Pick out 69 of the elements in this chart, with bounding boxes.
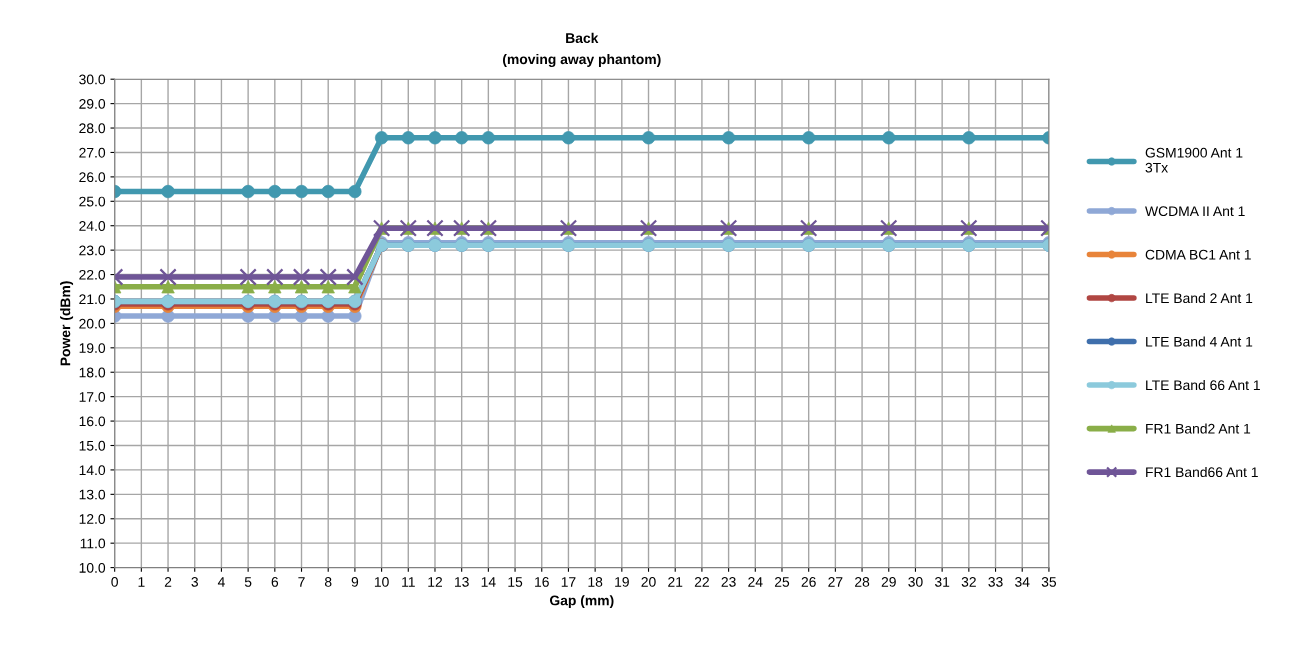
x-tick-label: 32: [961, 576, 976, 587]
x-tick-label: 0: [111, 576, 118, 587]
legend-label: FR1 Band66 Ant 1: [1146, 466, 1258, 478]
x-tick-label: 15: [508, 577, 523, 587]
x-tick-label: 2: [164, 576, 172, 587]
chart-title: Back: [566, 32, 599, 44]
x-tick-label: 29: [881, 576, 896, 587]
legend-label: FR1 Band2 Ant 1: [1146, 423, 1251, 434]
x-tick-label: 10: [374, 576, 389, 587]
y-tick-label: 12.0: [79, 514, 106, 524]
x-tick-label: 7: [298, 577, 305, 587]
y-tick-label: 24.0: [79, 221, 106, 231]
y-tick-label: 26.0: [79, 172, 106, 183]
x-tick-label: 27: [828, 576, 843, 587]
x-tick-label: 22: [694, 576, 709, 587]
x-tick-label: 14: [481, 577, 496, 587]
x-tick-label: 33: [988, 576, 1003, 587]
x-tick-label: 12: [428, 576, 443, 587]
x-tick-label: 25: [774, 576, 790, 587]
x-tick-label: 11: [402, 577, 415, 587]
x-axis-title: Gap (mm): [549, 595, 614, 609]
y-tick-label: 30.0: [79, 74, 106, 85]
y-tick-label: 14.0: [79, 465, 106, 476]
y-tick-label: 27.0: [79, 147, 106, 158]
x-tick-label: 9: [351, 576, 359, 587]
legend-label: GSM1900 Ant 1 3Tx: [1145, 147, 1243, 173]
x-tick-label: 5: [244, 577, 252, 587]
y-tick-label: 23.0: [79, 245, 106, 256]
x-tick-label: 26: [801, 576, 816, 587]
y-axis-title: Power (dBm): [60, 281, 74, 366]
y-tick-label: 10.0: [79, 562, 106, 573]
y-tick-label: 25.0: [79, 196, 106, 207]
y-tick-label: 19.0: [79, 343, 106, 353]
y-tick-label: 16.0: [79, 416, 106, 427]
x-tick-label: 31: [934, 576, 950, 587]
y-tick-label: 11.0: [80, 538, 106, 549]
legend-label: WCDMA II Ant 1: [1145, 206, 1245, 217]
y-tick-label: 22.0: [79, 269, 106, 280]
x-tick-label: 24: [748, 576, 763, 587]
x-tick-label: 1: [138, 577, 145, 587]
x-tick-label: 8: [324, 576, 332, 587]
x-tick-label: 30: [908, 576, 923, 587]
y-tick-label: 15.0: [79, 440, 106, 451]
chart-subtitle: (moving away phantom): [503, 53, 661, 67]
y-tick-label: 17.0: [79, 391, 106, 402]
y-tick-label: 29.0: [79, 98, 106, 109]
y-tick-label: 20.0: [79, 318, 106, 329]
x-tick-label: 28: [855, 576, 870, 587]
legend-label: LTE Band 2 Ant 1: [1146, 292, 1253, 304]
x-tick-label: 23: [721, 576, 736, 587]
x-tick-label: 34: [1015, 576, 1030, 587]
y-tick-label: 13.0: [79, 489, 106, 500]
x-tick-label: 19: [615, 576, 629, 587]
x-tick-label: 17: [561, 577, 576, 587]
x-tick-label: 16: [535, 576, 549, 587]
y-tick-label: 28.0: [79, 123, 106, 134]
x-tick-label: 6: [271, 576, 279, 587]
legend-label: LTE Band 4 Ant 1: [1146, 336, 1253, 347]
legend-label: LTE Band 66 Ant 1: [1146, 379, 1260, 391]
y-tick-label: 21.0: [79, 294, 106, 305]
x-tick-label: 18: [588, 576, 603, 587]
legend-label: CDMA BC1 Ant 1: [1145, 249, 1251, 260]
x-tick-label: 20: [641, 576, 656, 587]
x-tick-label: 13: [455, 576, 469, 587]
x-tick-label: 35: [1041, 576, 1057, 587]
y-tick-label: 18.0: [79, 367, 106, 378]
x-tick-label: 4: [217, 577, 225, 587]
x-tick-label: 3: [191, 576, 198, 587]
x-tick-label: 21: [668, 576, 683, 587]
